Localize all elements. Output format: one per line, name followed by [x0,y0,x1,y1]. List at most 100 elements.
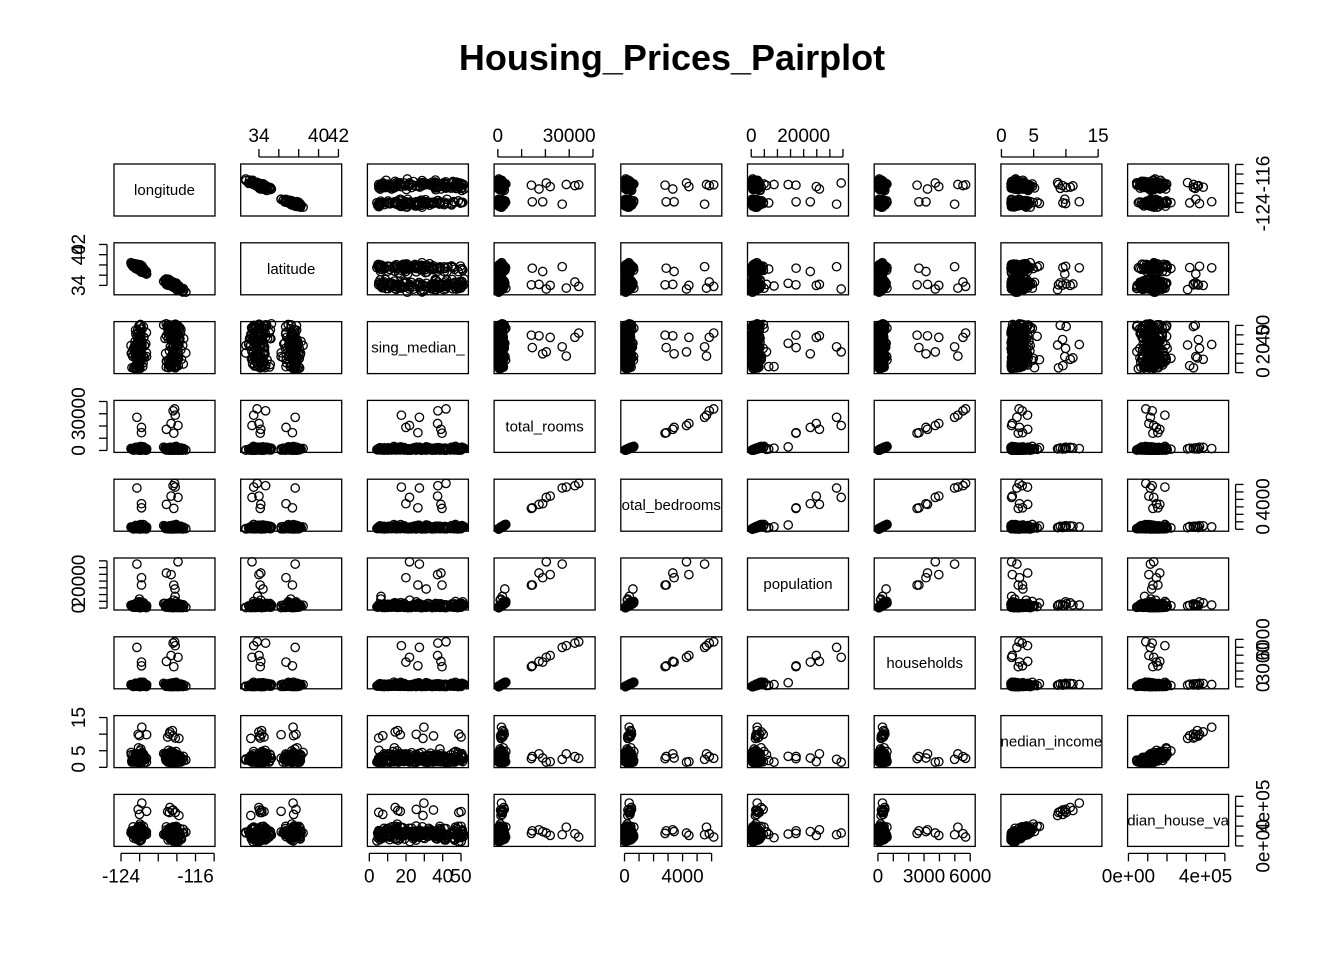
data-point [1182,177,1193,188]
diagonal-label-housing-median-age: sing_median_ [371,340,465,357]
panel-latitude-vs-latitude: latitude [240,242,343,296]
data-point [541,178,552,188]
data-point [497,182,508,193]
data-point [811,332,822,343]
data-point [949,261,960,272]
data-point [701,351,712,361]
data-point [401,196,411,207]
data-point [661,196,672,207]
data-point [699,199,710,210]
data-point [494,181,505,191]
panel-housing-median-age-vs-latitude [240,318,343,375]
data-point [527,342,538,353]
data-point [451,181,461,191]
panel-longitude-vs-longitude: longitude [113,163,216,217]
panel-housing-median-age-vs-total-bedrooms [620,318,723,375]
panel-latitude-vs-median-house-value [1126,242,1230,298]
data-point [557,199,568,210]
data-point [430,177,441,188]
data-point [276,194,287,205]
data-point [495,197,505,207]
data-point [922,279,933,290]
data-point [912,279,922,290]
panel-longitude-vs-median-house-value [1126,163,1230,217]
data-point [1184,262,1195,273]
data-point [1194,261,1205,272]
data-point [291,198,302,209]
data-point [791,279,801,290]
chart-title: Housing_Prices_Pairplot [459,37,885,78]
diagonal-label-longitude: longitude [134,182,195,199]
data-point [391,178,402,188]
data-point [454,178,464,189]
data-point [791,196,801,207]
data-point [453,182,464,193]
panel-frame [493,163,596,217]
panel-longitude-vs-population [746,163,850,217]
panel-longitude-vs-housing-median-age [366,163,470,217]
data-point [253,181,264,191]
data-point [805,266,816,277]
data-point [376,198,386,208]
data-point [534,184,544,194]
data-point [949,199,960,210]
data-point [1206,262,1217,273]
data-point [527,196,538,207]
panels-layer: longitudelatitudesing_median_total_rooms… [113,163,1230,848]
data-point [1198,182,1209,193]
data-point [493,198,504,209]
data-point [419,197,430,208]
panel-frame [113,163,216,217]
data-point [791,342,801,353]
data-point [417,180,428,191]
data-point [912,180,922,191]
data-point [405,180,415,191]
data-point [247,176,258,187]
data-point [836,347,847,357]
data-point [1184,198,1195,208]
data-point [419,177,430,188]
data-point [1206,196,1217,207]
data-point [375,180,385,191]
data-point [526,180,537,191]
panel-latitude-vs-households [873,242,976,298]
data-point [382,198,393,209]
data-point [545,332,556,343]
data-point [390,176,401,187]
data-point [831,261,842,272]
data-point [441,182,452,193]
panel-latitude-vs-housing-median-age [366,242,470,298]
data-point [791,263,801,274]
data-point [456,197,466,208]
data-point [561,179,572,190]
panel-latitude-vs-total-rooms [493,242,596,298]
panel-frame [620,163,723,217]
data-point [381,175,391,186]
panel-latitude-vs-median-income [1000,242,1103,298]
data-point [836,284,847,294]
panel-housing-median-age-vs-longitude [113,318,216,375]
data-point [669,196,679,207]
data-point [402,198,413,209]
data-point [435,197,445,207]
panel-longitude-vs-households [873,163,976,217]
data-point [831,199,842,210]
data-point [783,338,794,349]
data-point [286,197,297,208]
data-point [836,178,847,188]
data-point [290,197,300,207]
data-point [527,263,538,274]
data-point [669,266,679,277]
data-point [699,261,710,272]
panel-longitude-vs-median-income [1000,163,1103,217]
panel-housing-median-age-vs-housing-median-age: sing_median_ [366,320,470,375]
data-point [831,341,842,352]
panel-latitude-vs-population [746,242,850,298]
data-point [402,194,413,205]
data-point [1074,196,1085,207]
data-point [805,196,816,207]
data-point [661,342,672,353]
panel-longitude-vs-total-rooms [493,163,596,217]
